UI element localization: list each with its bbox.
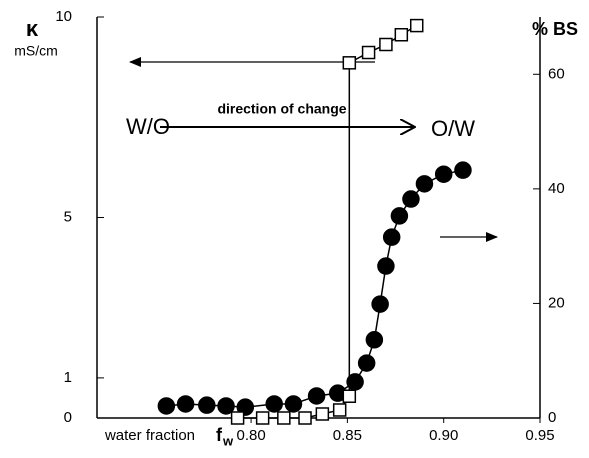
annotation: direction of change [217, 101, 346, 117]
y-tick-label: 10 [55, 8, 72, 25]
point [365, 331, 384, 349]
y-tick-label: 1 [64, 369, 72, 386]
y2-tick-label: 40 [548, 180, 565, 197]
point [361, 45, 376, 60]
point [382, 228, 401, 246]
point [265, 395, 283, 413]
point [454, 161, 472, 179]
series-line [237, 24, 418, 419]
point [298, 411, 312, 425]
point [371, 295, 389, 313]
point [277, 411, 291, 425]
point [390, 207, 409, 225]
point [357, 354, 376, 372]
x-tick-label: 0.85 [333, 427, 362, 444]
point [255, 411, 270, 425]
y2-tick-label: 0 [548, 409, 556, 426]
point [409, 18, 424, 33]
point [402, 190, 420, 208]
y-label: κ [26, 16, 39, 41]
point [415, 175, 434, 193]
y-tick-label: 5 [64, 208, 72, 225]
point [176, 395, 195, 413]
point [379, 37, 393, 52]
point [332, 403, 347, 417]
y2-label: % BS [532, 19, 578, 39]
x-tick-label: 0.80 [236, 427, 265, 444]
x-tick-label: 0.95 [525, 427, 554, 444]
y2-tick-label: 20 [548, 294, 565, 311]
point [198, 396, 216, 414]
point [157, 397, 176, 415]
x-label: water fraction [104, 427, 195, 444]
annotation: W/O [126, 114, 170, 139]
point [307, 387, 326, 405]
point [230, 411, 245, 425]
x-tick-label: 0.90 [429, 427, 458, 444]
y2-tick-label: 60 [548, 65, 565, 82]
y-unit: mS/cm [14, 43, 58, 59]
x-symbol-sub: w [222, 433, 234, 448]
y-tick-label: 0 [64, 409, 72, 426]
series-line [166, 169, 464, 408]
point [217, 397, 235, 415]
x-symbol: f [216, 425, 223, 445]
point [236, 398, 255, 416]
point [284, 395, 303, 413]
point [342, 389, 357, 403]
annotation: O/W [431, 116, 475, 141]
point [342, 56, 357, 70]
point [315, 407, 330, 421]
point [434, 165, 453, 183]
point [377, 257, 395, 275]
point [394, 28, 409, 42]
